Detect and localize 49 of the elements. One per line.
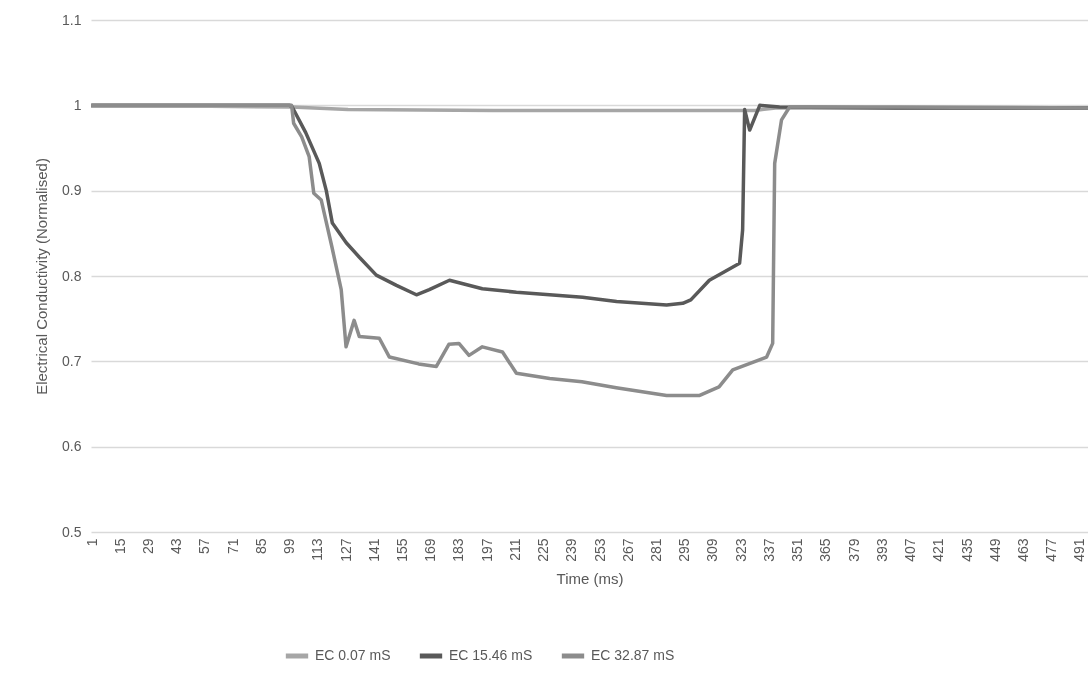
x-tick-label: 85 [252, 538, 269, 555]
x-tick-label: 225 [535, 538, 552, 562]
x-tick-label: 463 [1014, 538, 1031, 562]
x-tick-label: 239 [563, 538, 580, 562]
y-tick-label: 0.8 [62, 267, 82, 284]
y-tick-label: 0.7 [62, 352, 82, 369]
x-tick-label: 449 [986, 538, 1003, 562]
x-tick-label: 127 [337, 538, 354, 562]
legend-label: EC 0.07 mS [315, 647, 391, 663]
x-tick-label: 99 [281, 538, 298, 555]
x-tick-label: 29 [139, 538, 156, 555]
x-tick-label: 169 [422, 538, 439, 562]
x-tick-label: 421 [930, 538, 947, 562]
y-tick-label: 1.1 [62, 11, 82, 28]
x-tick-label: 435 [958, 538, 975, 562]
x-tick-label: 71 [224, 538, 241, 555]
y-tick-label: 0.6 [62, 438, 82, 455]
x-tick-label: 113 [309, 538, 326, 561]
x-tick-label: 337 [760, 538, 777, 562]
x-tick-label: 365 [817, 538, 834, 562]
x-axis-title: Time (ms) [556, 569, 624, 587]
x-tick-label: 477 [1043, 538, 1060, 562]
x-tick-label: 407 [902, 538, 919, 562]
x-tick-label: 43 [168, 538, 185, 555]
x-tick-label: 211 [506, 538, 523, 561]
legend-label: EC 15.46 mS [449, 647, 533, 663]
x-tick-label: 253 [591, 538, 608, 562]
x-tick-label: 281 [648, 538, 665, 562]
x-tick-label: 393 [873, 538, 890, 562]
x-tick-label: 309 [704, 538, 721, 562]
x-tick-label: 197 [478, 538, 495, 562]
x-tick-label: 379 [845, 538, 862, 562]
x-tick-label: 323 [732, 538, 749, 562]
x-tick-label: 267 [619, 538, 636, 562]
x-tick-label: 141 [365, 538, 382, 562]
x-tick-label: 491 [1071, 538, 1088, 562]
y-tick-label: 0.9 [62, 182, 82, 199]
x-tick-label: 155 [394, 538, 410, 562]
line-series [91, 103, 1088, 398]
x-tick-label: 351 [789, 538, 806, 562]
x-tick-label: 1 [83, 538, 100, 547]
x-tick-label: 295 [676, 538, 693, 562]
legend-label: EC 32.87 mS [591, 647, 675, 663]
y-tick-label: 0.5 [62, 523, 82, 540]
x-tick-label: 183 [450, 538, 467, 562]
y-tick-label: 1 [73, 96, 82, 113]
y-axis-title: Electrical Conductivity (Normalised) [33, 158, 51, 395]
x-tick-label: 15 [111, 538, 128, 555]
x-tick-label: 57 [196, 538, 213, 555]
